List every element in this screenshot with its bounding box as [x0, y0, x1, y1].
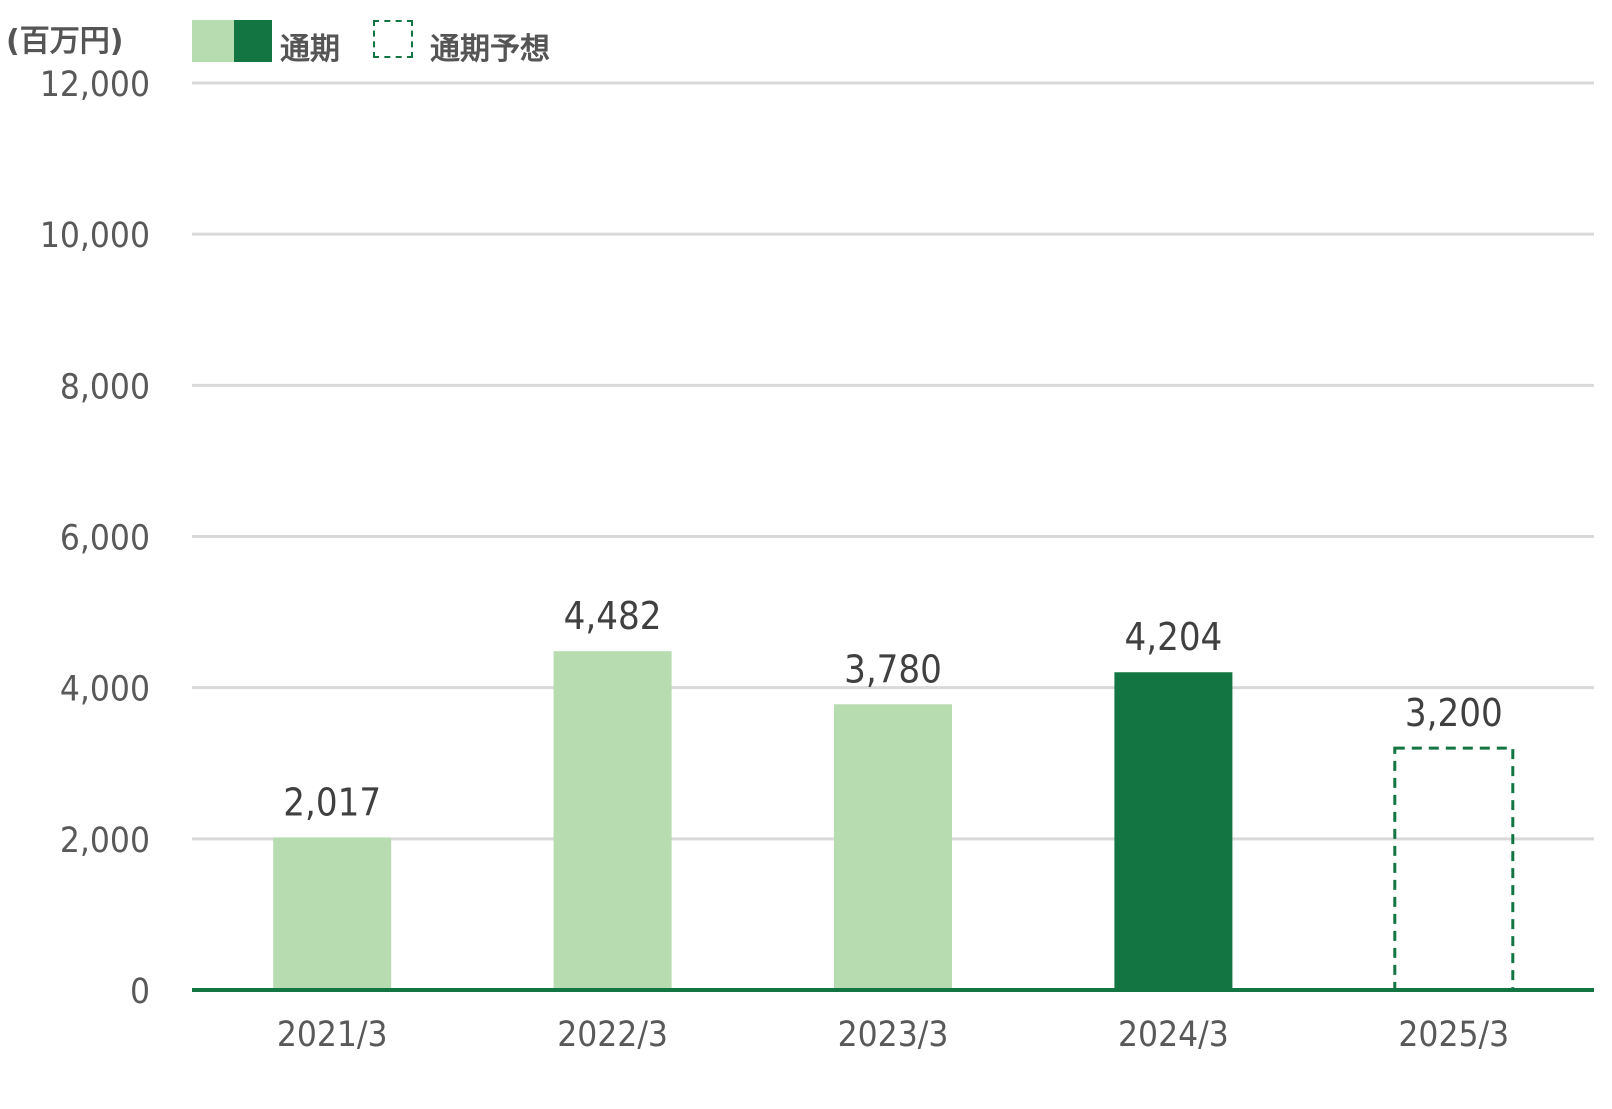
y-tick-label: 4,000 [60, 670, 150, 710]
x-tick-label: 2021/3 [277, 1015, 388, 1055]
data-label: 3,200 [1405, 691, 1503, 735]
y-tick-label: 0 [130, 972, 150, 1012]
gridlines [192, 81, 1594, 841]
legend-label-actual: 通期 [280, 32, 340, 67]
data-label: 4,204 [1124, 615, 1222, 659]
legend-label-forecast: 通期予想 [430, 32, 550, 67]
y-tick-label: 10,000 [40, 216, 150, 256]
data-label: 3,780 [844, 647, 942, 691]
x-axis-ticks: 2021/3 2022/3 2023/3 2024/3 2025/3 [277, 1015, 1509, 1055]
bar-forecast [1393, 746, 1515, 992]
data-label: 2,017 [283, 781, 381, 825]
legend-swatch-past [192, 20, 234, 62]
y-axis-ticks: 0 2,000 4,000 6,000 8,000 10,000 12,000 [40, 65, 150, 1012]
bar-past [273, 837, 392, 990]
y-tick-label: 6,000 [60, 519, 150, 559]
bar-current [1114, 672, 1233, 990]
x-tick-label: 2022/3 [557, 1015, 668, 1055]
legend-swatch-forecast [373, 20, 413, 58]
y-tick-label: 12,000 [40, 65, 150, 105]
x-tick-label: 2025/3 [1398, 1015, 1509, 1055]
x-tick-label: 2024/3 [1118, 1015, 1229, 1055]
bars [273, 651, 1515, 992]
data-labels: 2,017 4,482 3,780 4,204 3,200 [283, 594, 1502, 824]
y-tick-label: 2,000 [60, 821, 150, 861]
data-label: 4,482 [564, 594, 662, 638]
bar-past [834, 704, 952, 990]
x-tick-label: 2023/3 [838, 1015, 949, 1055]
y-axis-unit-label: (百万円) [6, 24, 124, 59]
y-tick-label: 8,000 [60, 367, 150, 407]
bar-past [553, 651, 672, 990]
legend-swatch-current [234, 20, 272, 62]
